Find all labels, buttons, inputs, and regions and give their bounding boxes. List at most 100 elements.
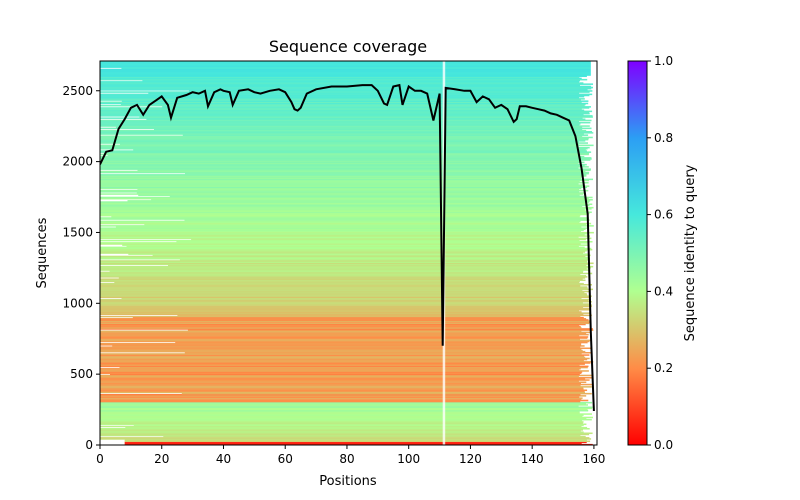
- heatmap-row: [185, 172, 589, 175]
- y-tick-label: 1000: [62, 296, 93, 310]
- heatmap-row: [100, 228, 586, 231]
- heatmap-row: [100, 322, 590, 325]
- heatmap-row: [120, 143, 580, 146]
- heatmap-row: [100, 131, 592, 133]
- heatmap-row: [100, 377, 593, 379]
- heatmap-row: [100, 357, 590, 360]
- heatmap-row: [137, 188, 580, 191]
- heatmap-row: [100, 123, 581, 125]
- heatmap-row: [102, 159, 591, 161]
- heatmap-row: [100, 362, 591, 364]
- heatmap-row: [146, 118, 586, 121]
- heatmap-row: [100, 413, 592, 415]
- colorbar-tick-label: 0.4: [654, 284, 673, 298]
- heatmap-row: [138, 194, 580, 197]
- heatmap-row: [100, 353, 582, 355]
- heatmap-row: [100, 271, 583, 274]
- heatmap-row: [100, 433, 590, 436]
- heatmap-row: [100, 239, 580, 242]
- heatmap-row: [100, 263, 589, 266]
- heatmap-row: [100, 307, 591, 310]
- heatmap-row: [177, 314, 592, 317]
- heatmap-row: [109, 270, 584, 272]
- heatmap-row: [100, 221, 580, 224]
- heatmap-row: [100, 319, 589, 321]
- heatmap-row: [115, 226, 582, 228]
- heatmap-row: [100, 405, 579, 407]
- heatmap-row: [100, 76, 580, 79]
- heatmap-row: [100, 168, 591, 170]
- heatmap-row: [168, 264, 587, 267]
- heatmap-row: [100, 279, 586, 282]
- heatmap-row: [100, 218, 589, 220]
- heatmap-row: [100, 416, 593, 419]
- heatmap-row: [100, 262, 594, 265]
- heatmap-row: [100, 174, 587, 176]
- heatmap-row: [100, 438, 592, 440]
- heatmap-row: [100, 175, 587, 177]
- heatmap-row: [100, 304, 592, 306]
- heatmap-row: [100, 391, 585, 394]
- heatmap-row: [100, 306, 584, 309]
- heatmap-row: [100, 141, 579, 143]
- heatmap-row: [100, 170, 586, 173]
- heatmap-row: [100, 197, 589, 200]
- x-tick-label: 0: [96, 452, 104, 466]
- heatmap-row: [100, 428, 590, 430]
- heatmap-row: [100, 107, 590, 109]
- heatmap-row: [100, 142, 588, 144]
- heatmap-row: [100, 229, 584, 232]
- heatmap-row: [100, 364, 580, 367]
- heatmap-row: [126, 245, 579, 248]
- heatmap-row: [100, 78, 588, 81]
- heatmap-row: [100, 396, 580, 398]
- heatmap-row: [144, 224, 587, 226]
- heatmap-row: [100, 182, 589, 184]
- heatmap-row: [100, 417, 587, 420]
- heatmap-row: [100, 337, 588, 339]
- heatmap-row: [100, 361, 594, 363]
- heatmap-row: [100, 298, 591, 301]
- heatmap-row: [100, 395, 587, 397]
- heatmap-row: [100, 217, 589, 219]
- heatmap-row: [100, 326, 581, 328]
- y-tick-label: 2500: [62, 84, 93, 98]
- heatmap-row: [100, 397, 583, 399]
- heatmap-row: [100, 89, 588, 91]
- heatmap-row: [100, 258, 590, 260]
- heatmap-row: [100, 146, 590, 149]
- x-tick-label: 160: [582, 452, 605, 466]
- chart-title: Sequence coverage: [269, 37, 427, 56]
- heatmap-row: [100, 160, 582, 163]
- heatmap-row: [100, 83, 593, 85]
- heatmap-row: [100, 165, 585, 167]
- heatmap-row: [100, 127, 592, 130]
- heatmap-row: [100, 336, 589, 338]
- x-axis-label: Positions: [319, 474, 377, 489]
- colorbar-tick-label: 0.2: [654, 361, 673, 375]
- heatmap-row: [100, 261, 588, 263]
- heatmap-row: [100, 398, 582, 401]
- heatmap-row: [133, 424, 584, 427]
- heatmap-row: [100, 321, 591, 323]
- heatmap-row: [100, 148, 588, 150]
- heatmap-row: [100, 69, 591, 72]
- heatmap-row: [100, 236, 579, 238]
- heatmap-row: [100, 201, 590, 203]
- heatmap-row: [124, 443, 593, 445]
- heatmap-row: [124, 441, 587, 444]
- heatmap-row: [182, 134, 589, 136]
- heatmap-row: [100, 363, 585, 365]
- heatmap-row: [100, 247, 592, 250]
- heatmap-row: [100, 293, 587, 295]
- heatmap-row: [100, 183, 579, 185]
- x-tick-label: 60: [278, 452, 293, 466]
- heatmap-row: [100, 98, 585, 100]
- heatmap-row: [100, 91, 590, 93]
- heatmap-row: [142, 80, 580, 82]
- heatmap-row: [115, 126, 583, 129]
- heatmap-row: [100, 74, 591, 76]
- heatmap-row: [100, 220, 581, 223]
- y-tick-label: 500: [70, 367, 93, 381]
